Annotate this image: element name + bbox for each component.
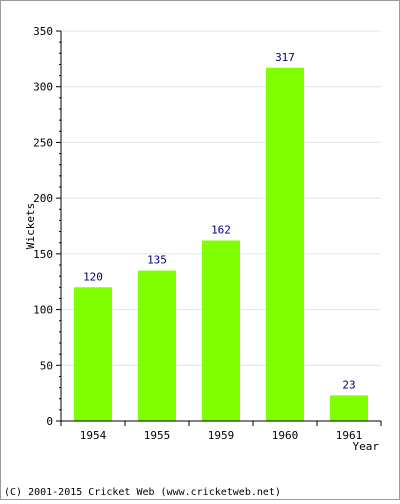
data-label-1954: 120 — [83, 270, 103, 283]
copyright-footer: (C) 2001-2015 Cricket Web (www.cricketwe… — [4, 487, 281, 498]
y-tick-label: 150 — [33, 248, 53, 261]
y-tick-labels: 0 50 100 150 200 250 300 350 — [33, 25, 53, 428]
y-tick-label: 250 — [33, 136, 53, 149]
bar-1961 — [330, 395, 368, 421]
bars — [74, 67, 368, 422]
axes — [56, 30, 382, 426]
data-label-1960: 317 — [275, 51, 295, 64]
bar-1959 — [202, 240, 240, 421]
x-tick-label-1961: 1961 — [336, 429, 363, 442]
x-tick-label-1960: 1960 — [272, 429, 299, 442]
data-label-1961: 23 — [342, 378, 355, 391]
x-tick-labels: 1954 1955 1959 1960 1961 — [80, 429, 363, 442]
y-tick-label: 350 — [33, 25, 53, 38]
bar-1960 — [266, 67, 304, 422]
x-axis-label: Year — [353, 440, 380, 453]
bar-1954 — [74, 287, 112, 421]
x-tick-label-1959: 1959 — [208, 429, 235, 442]
y-axis-label: Wickets — [24, 203, 37, 249]
x-tick-label-1955: 1955 — [144, 429, 171, 442]
data-label-1959: 162 — [211, 223, 231, 236]
y-tick-label: 200 — [33, 192, 53, 205]
data-label-1955: 135 — [147, 254, 167, 267]
x-tick-label-1954: 1954 — [80, 429, 107, 442]
y-tick-label: 300 — [33, 81, 53, 94]
bar-1955 — [138, 270, 176, 421]
y-tick-label: 0 — [46, 415, 53, 428]
y-tick-label: 100 — [33, 304, 53, 317]
y-tick-label: 50 — [40, 359, 53, 372]
data-labels: 120 135 162 317 23 — [83, 51, 356, 392]
